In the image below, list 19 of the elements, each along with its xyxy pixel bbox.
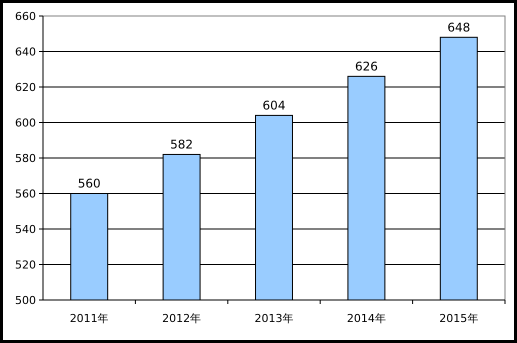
data-label: 582	[170, 137, 194, 152]
data-label: 560	[78, 176, 101, 190]
x-tick-label: 2014年	[346, 312, 386, 325]
y-tick-label: 600	[15, 116, 36, 130]
y-tick-label: 500	[15, 294, 36, 307]
x-tick-label: 2013年	[254, 312, 294, 325]
data-label: 648	[447, 20, 470, 34]
y-tick-label: 520	[15, 258, 36, 272]
y-tick-label: 620	[15, 80, 36, 94]
y-tick-label: 560	[15, 187, 36, 200]
x-tick-label: 2015年	[439, 312, 478, 325]
data-label: 626	[354, 59, 378, 74]
x-tick-label: 2012年	[162, 312, 202, 325]
y-tick-label: 660	[15, 10, 36, 23]
data-label: 604	[262, 98, 286, 112]
y-tick-label: 580	[15, 152, 36, 165]
y-tick-label: 540	[15, 222, 36, 236]
x-tick-label: 2011年	[70, 312, 109, 325]
y-tick-label: 640	[15, 45, 36, 58]
